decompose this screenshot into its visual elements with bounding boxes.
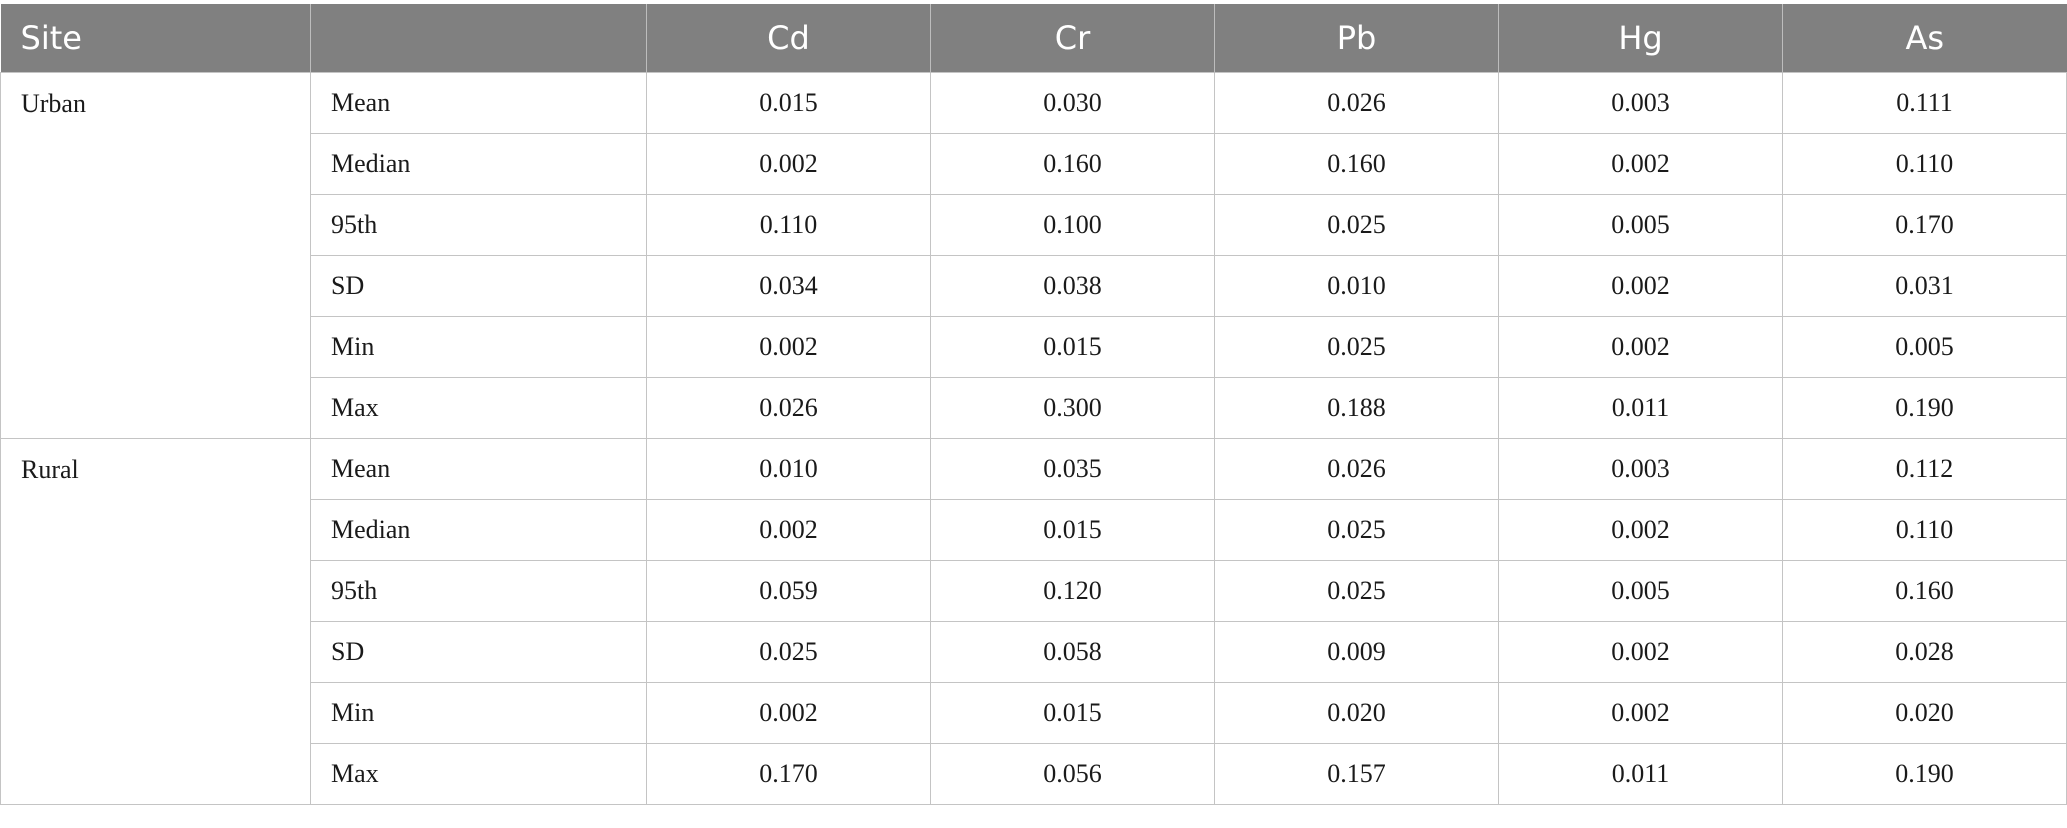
value-cell-hg: 0.005 — [1498, 560, 1783, 622]
value-cell-pb: 0.026 — [1214, 72, 1499, 134]
value-cell-as: 0.190 — [1782, 743, 2067, 805]
value-cell-hg: 0.005 — [1498, 194, 1783, 256]
table-row: Median 0.002 0.015 0.025 0.002 0.110 — [1, 499, 2067, 561]
statistic-cell: Min — [310, 682, 647, 744]
value-cell-cr: 0.300 — [930, 377, 1215, 439]
value-cell-as: 0.160 — [1782, 560, 2067, 622]
statistic-cell: 95th — [310, 194, 647, 256]
value-cell-cr: 0.015 — [930, 499, 1215, 561]
value-cell-pb: 0.157 — [1214, 743, 1499, 805]
header-statistic — [310, 4, 647, 73]
header-cd: Cd — [646, 4, 931, 73]
header-row: Site Cd Cr Pb Hg As — [0, 4, 2067, 73]
value-cell-as: 0.028 — [1782, 621, 2067, 683]
statistic-cell: Max — [310, 743, 647, 805]
table-row: Max 0.026 0.300 0.188 0.011 0.190 — [1, 377, 2067, 439]
value-cell-cd: 0.170 — [646, 743, 931, 805]
value-cell-cd: 0.015 — [646, 72, 931, 134]
value-cell-as: 0.112 — [1782, 438, 2067, 500]
header-pb: Pb — [1214, 4, 1499, 73]
table-body: Urban Mean 0.015 0.030 0.026 0.003 0.111 Median… — [0, 72, 2067, 805]
value-cell-cd: 0.026 — [646, 377, 931, 439]
value-cell-as: 0.110 — [1782, 499, 2067, 561]
value-cell-cd: 0.002 — [646, 133, 931, 195]
value-cell-cd: 0.059 — [646, 560, 931, 622]
value-cell-cr: 0.035 — [930, 438, 1215, 500]
table-row: 95th 0.059 0.120 0.025 0.005 0.160 — [1, 560, 2067, 622]
table-row: 95th 0.110 0.100 0.025 0.005 0.170 — [1, 194, 2067, 256]
table-header: Site Cd Cr Pb Hg As — [0, 4, 2067, 73]
value-cell-as: 0.031 — [1782, 255, 2067, 317]
site-cell: Rural — [0, 438, 311, 805]
value-cell-cd: 0.002 — [646, 682, 931, 744]
site-cell: Urban — [0, 72, 311, 439]
value-cell-cd: 0.010 — [646, 438, 931, 500]
value-cell-hg: 0.002 — [1498, 133, 1783, 195]
value-cell-pb: 0.025 — [1214, 499, 1499, 561]
value-cell-cr: 0.038 — [930, 255, 1215, 317]
header-hg: Hg — [1498, 4, 1783, 73]
statistic-cell: Median — [310, 133, 647, 195]
table-row: Rural Mean 0.010 0.035 0.026 0.003 0.112 — [0, 438, 2067, 805]
table-row: Min 0.002 0.015 0.025 0.002 0.005 — [1, 316, 2067, 378]
value-cell-cd: 0.002 — [646, 316, 931, 378]
table-row: Urban Mean 0.015 0.030 0.026 0.003 0.111 — [0, 72, 2067, 439]
table-row: SD 0.034 0.038 0.010 0.002 0.031 — [1, 255, 2067, 317]
value-cell-pb: 0.009 — [1214, 621, 1499, 683]
value-cell-pb: 0.188 — [1214, 377, 1499, 439]
value-cell-cr: 0.015 — [930, 682, 1215, 744]
value-cell-pb: 0.010 — [1214, 255, 1499, 317]
statistic-cell: Max — [310, 377, 647, 439]
value-cell-cd: 0.002 — [646, 499, 931, 561]
value-cell-as: 0.020 — [1782, 682, 2067, 744]
heavy-metals-table: Site Cd Cr Pb Hg As Urban Mean 0.015 0.030 0… — [0, 4, 2067, 805]
value-cell-hg: 0.003 — [1498, 438, 1783, 500]
value-cell-cd: 0.110 — [646, 194, 931, 256]
statistic-cell: Median — [310, 499, 647, 561]
value-cell-cd: 0.025 — [646, 621, 931, 683]
table-row: Max 0.170 0.056 0.157 0.011 0.190 — [1, 743, 2067, 805]
value-cell-cr: 0.030 — [930, 72, 1215, 134]
value-cell-as: 0.111 — [1782, 72, 2067, 134]
value-cell-as: 0.005 — [1782, 316, 2067, 378]
header-cr: Cr — [930, 4, 1215, 73]
value-cell-cr: 0.056 — [930, 743, 1215, 805]
value-cell-pb: 0.026 — [1214, 438, 1499, 500]
value-cell-hg: 0.002 — [1498, 682, 1783, 744]
value-cell-hg: 0.002 — [1498, 316, 1783, 378]
value-cell-cr: 0.015 — [930, 316, 1215, 378]
value-cell-pb: 0.160 — [1214, 133, 1499, 195]
table-row: SD 0.025 0.058 0.009 0.002 0.028 — [1, 621, 2067, 683]
value-cell-cr: 0.100 — [930, 194, 1215, 256]
statistic-cell: Mean — [310, 438, 647, 500]
statistic-cell: 95th — [310, 560, 647, 622]
value-cell-hg: 0.002 — [1498, 255, 1783, 317]
statistic-cell: Min — [310, 316, 647, 378]
value-cell-hg: 0.002 — [1498, 621, 1783, 683]
value-cell-cr: 0.058 — [930, 621, 1215, 683]
value-cell-as: 0.190 — [1782, 377, 2067, 439]
value-cell-as: 0.110 — [1782, 133, 2067, 195]
value-cell-hg: 0.003 — [1498, 72, 1783, 134]
value-cell-pb: 0.025 — [1214, 560, 1499, 622]
value-cell-pb: 0.025 — [1214, 194, 1499, 256]
value-cell-hg: 0.011 — [1498, 743, 1783, 805]
value-cell-cr: 0.120 — [930, 560, 1215, 622]
statistic-cell: SD — [310, 621, 647, 683]
value-cell-pb: 0.020 — [1214, 682, 1499, 744]
table-row: Median 0.002 0.160 0.160 0.002 0.110 — [1, 133, 2067, 195]
statistic-cell: SD — [310, 255, 647, 317]
value-cell-as: 0.170 — [1782, 194, 2067, 256]
data-table-container: Site Cd Cr Pb Hg As Urban Mean 0.015 0.030 0… — [0, 4, 2067, 805]
statistic-cell: Mean — [310, 72, 647, 134]
value-cell-cr: 0.160 — [930, 133, 1215, 195]
table-row: Min 0.002 0.015 0.020 0.002 0.020 — [1, 682, 2067, 744]
value-cell-pb: 0.025 — [1214, 316, 1499, 378]
header-as: As — [1782, 4, 2067, 73]
value-cell-hg: 0.002 — [1498, 499, 1783, 561]
value-cell-cd: 0.034 — [646, 255, 931, 317]
header-site: Site — [0, 4, 311, 73]
value-cell-hg: 0.011 — [1498, 377, 1783, 439]
